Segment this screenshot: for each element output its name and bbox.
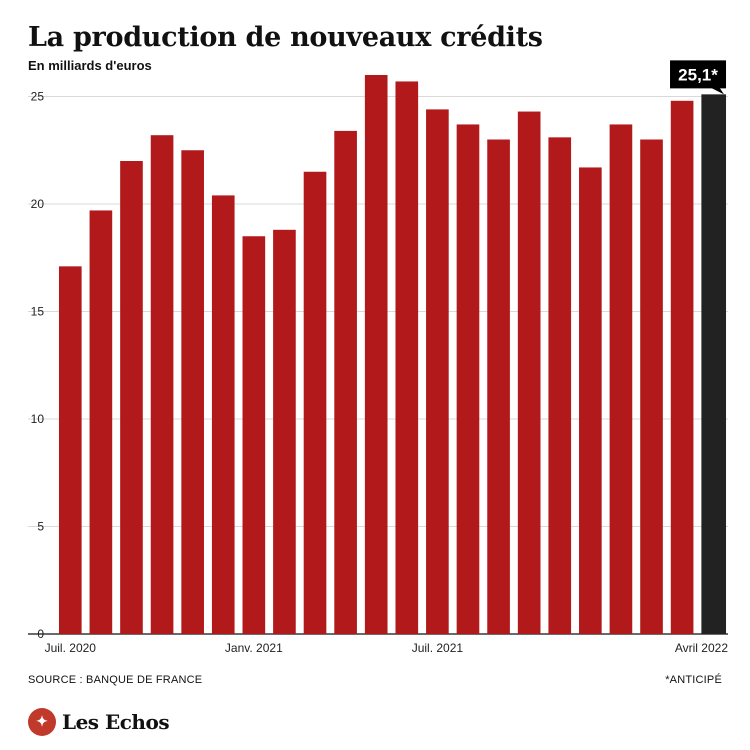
x-axis-labels: Juil. 2020 Janv. 2021 Juil. 2021 Avril 2022 bbox=[45, 641, 729, 655]
bar bbox=[273, 229, 296, 635]
bar bbox=[89, 210, 113, 634]
callout-label: 25,1* bbox=[678, 65, 718, 84]
bar bbox=[150, 135, 174, 634]
y-axis-labels: 0 5 10 15 20 25 bbox=[31, 90, 45, 642]
bar bbox=[548, 137, 572, 634]
bar bbox=[426, 109, 449, 634]
bar bbox=[487, 139, 510, 634]
brand-name: Les Echos bbox=[62, 710, 170, 734]
bar bbox=[395, 81, 419, 634]
bar bbox=[58, 266, 82, 634]
y-tick-label: 10 bbox=[31, 412, 45, 426]
callout-box bbox=[670, 60, 727, 95]
x-tick-label: Janv. 2021 bbox=[225, 641, 283, 655]
bar bbox=[456, 124, 480, 634]
bar bbox=[640, 139, 663, 634]
source-note: SOURCE : BANQUE DE FRANCE bbox=[28, 674, 203, 686]
bar bbox=[181, 150, 204, 634]
bars bbox=[58, 75, 727, 635]
y-tick-label: 20 bbox=[31, 197, 45, 211]
chart-subtitle: En milliards d'euros bbox=[28, 58, 152, 73]
bar-highlighted bbox=[701, 94, 727, 635]
bar bbox=[211, 195, 235, 634]
bar bbox=[609, 124, 633, 634]
bar bbox=[517, 111, 541, 635]
x-tick-label: Avril 2022 bbox=[675, 641, 728, 655]
y-tick-label: 0 bbox=[37, 627, 44, 641]
y-tick-label: 5 bbox=[37, 520, 44, 534]
bar bbox=[242, 236, 266, 634]
bar bbox=[579, 167, 602, 634]
bar bbox=[120, 161, 143, 634]
les-echos-logo-icon: ✦ bbox=[28, 708, 56, 736]
x-tick-label: Juil. 2020 bbox=[45, 641, 97, 655]
highlight-callout: 25,1* bbox=[670, 60, 727, 95]
footnote: *ANTICIPÉ bbox=[665, 674, 722, 686]
bar bbox=[303, 171, 327, 634]
y-tick-label: 25 bbox=[31, 90, 45, 104]
bar bbox=[334, 130, 357, 634]
chart-title: La production de nouveaux crédits bbox=[28, 22, 543, 53]
brand-logo: ✦ Les Echos bbox=[28, 708, 170, 736]
bar bbox=[670, 100, 694, 635]
y-tick-label: 15 bbox=[31, 305, 45, 319]
bar bbox=[364, 75, 388, 634]
x-tick-label: Juil. 2021 bbox=[412, 641, 464, 655]
